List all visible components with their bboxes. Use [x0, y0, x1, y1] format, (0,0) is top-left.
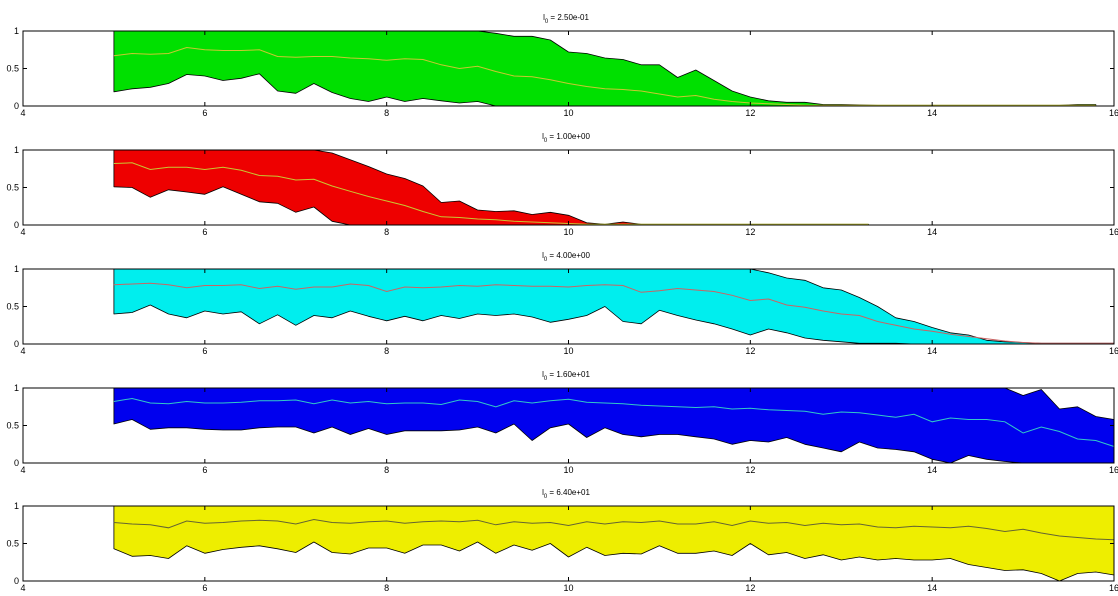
x-tick-label: 6	[202, 346, 207, 356]
y-tick-label: 0	[14, 339, 19, 349]
x-tick-label: 8	[384, 108, 389, 118]
y-tick-label: 1	[14, 26, 19, 36]
x-tick-label: 10	[563, 227, 573, 237]
x-tick-label: 6	[202, 108, 207, 118]
x-tick-label: 12	[745, 227, 755, 237]
y-tick-label: 0	[14, 458, 19, 468]
title-value: = 6.40e+01	[547, 488, 590, 497]
subplot-title: l0 = 4.00e+00	[542, 251, 590, 263]
x-tick-label: 14	[927, 346, 937, 356]
x-tick-label: 6	[202, 583, 207, 593]
x-tick-label: 4	[20, 583, 25, 593]
x-tick-label: 4	[20, 346, 25, 356]
title-value: = 2.50e-01	[548, 13, 589, 22]
y-tick-label: 0.5	[6, 421, 19, 431]
x-tick-label: 14	[927, 227, 937, 237]
subplot-title: l0 = 1.60e+01	[542, 370, 590, 382]
title-value: = 1.60e+01	[547, 370, 590, 379]
title-sub: 0	[545, 19, 549, 25]
x-tick-label: 14	[927, 583, 937, 593]
x-tick-label: 16	[1109, 346, 1118, 356]
x-tick-label: 4	[20, 227, 25, 237]
mean-line	[113, 162, 869, 225]
band-area	[113, 505, 1115, 582]
y-tick-label: 0.5	[6, 183, 19, 193]
x-tick-label: 8	[384, 227, 389, 237]
title-value: = 4.00e+00	[547, 251, 590, 260]
title-var: l	[542, 488, 544, 497]
title-sub: 0	[544, 138, 548, 144]
x-tick-label: 16	[1109, 227, 1118, 237]
x-tick-label: 16	[1109, 583, 1118, 593]
y-tick-label: 0.5	[6, 302, 19, 312]
mean-line	[113, 282, 1114, 344]
x-tick-label: 8	[384, 346, 389, 356]
title-value: = 1.00e+00	[547, 132, 590, 141]
mean-line	[113, 397, 1115, 447]
x-tick-label: 12	[745, 346, 755, 356]
band-area	[113, 268, 1115, 345]
x-tick-label: 14	[927, 108, 937, 118]
subplot-title: l0 = 2.50e-01	[543, 13, 589, 25]
mean-line	[113, 518, 1115, 541]
y-tick-label: 0	[14, 101, 19, 111]
band-area	[113, 30, 1097, 107]
x-tick-label: 6	[202, 227, 207, 237]
x-tick-label: 12	[745, 108, 755, 118]
x-tick-label: 10	[563, 346, 573, 356]
y-tick-label: 0.5	[6, 64, 19, 74]
title-var: l	[542, 370, 544, 379]
y-tick-label: 1	[14, 501, 19, 511]
x-tick-label: 10	[563, 108, 573, 118]
x-tick-label: 12	[745, 583, 755, 593]
title-sub: 0	[544, 257, 548, 263]
y-tick-label: 0	[14, 576, 19, 586]
x-tick-label: 16	[1109, 108, 1118, 118]
y-tick-label: 1	[14, 145, 19, 155]
mean-line	[113, 46, 1096, 106]
title-sub: 0	[544, 494, 548, 500]
y-tick-label: 1	[14, 383, 19, 393]
title-var: l	[543, 13, 545, 22]
subplot-title: l0 = 6.40e+01	[542, 488, 590, 500]
band-area	[113, 387, 1115, 464]
x-tick-label: 12	[745, 465, 755, 475]
title-sub: 0	[544, 376, 548, 382]
y-tick-label: 0	[14, 220, 19, 230]
band-area	[113, 149, 869, 226]
x-tick-label: 4	[20, 465, 25, 475]
title-var: l	[542, 251, 544, 260]
x-tick-label: 10	[563, 465, 573, 475]
subplot-title: l0 = 1.00e+00	[542, 132, 590, 144]
x-tick-label: 10	[563, 583, 573, 593]
x-tick-label: 4	[20, 108, 25, 118]
x-tick-label: 6	[202, 465, 207, 475]
x-tick-label: 14	[927, 465, 937, 475]
y-tick-label: 1	[14, 264, 19, 274]
x-tick-label: 8	[384, 583, 389, 593]
x-tick-label: 16	[1109, 465, 1118, 475]
title-var: l	[542, 132, 544, 141]
x-tick-label: 8	[384, 465, 389, 475]
y-tick-label: 0.5	[6, 539, 19, 549]
